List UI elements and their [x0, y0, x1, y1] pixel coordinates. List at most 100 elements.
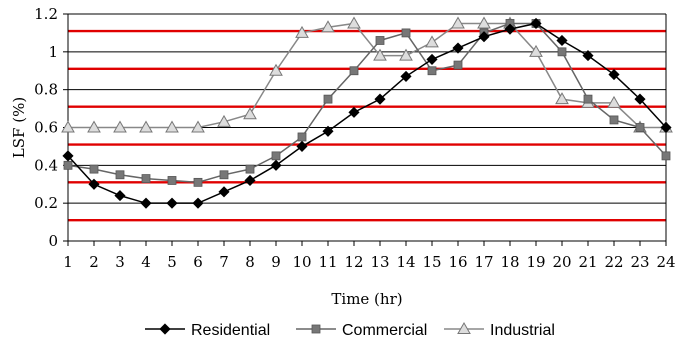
y-tick-label: 0 — [48, 232, 58, 250]
data-point-commercial — [323, 94, 333, 104]
x-tick-label: 2 — [89, 253, 99, 271]
y-tick-label: 0.2 — [34, 194, 58, 212]
x-tick-label: 5 — [167, 253, 177, 271]
data-point-commercial — [583, 94, 593, 104]
y-tick-label: 1.2 — [34, 5, 58, 23]
x-axis-title: Time (hr) — [331, 290, 402, 308]
y-tick-label: 0.6 — [34, 119, 58, 137]
legend-label: Residential — [191, 322, 270, 339]
y-tick-label: 0.4 — [34, 156, 58, 174]
data-point-industrial — [451, 16, 465, 29]
data-point-residential — [660, 121, 672, 134]
x-tick-label: 23 — [630, 253, 649, 271]
data-point-residential — [634, 93, 646, 105]
data-point-residential — [400, 70, 412, 82]
data-point-residential — [374, 93, 386, 105]
x-tick-label: 3 — [115, 253, 125, 271]
data-point-residential — [140, 197, 152, 209]
data-point-commercial — [609, 115, 619, 125]
x-tick-label: 20 — [552, 253, 571, 271]
x-tick-label: 10 — [292, 253, 311, 271]
legend-marker — [311, 324, 321, 334]
data-point-residential — [88, 178, 100, 190]
data-point-commercial — [245, 164, 255, 174]
data-point-residential — [608, 68, 620, 81]
data-point-industrial — [477, 16, 491, 29]
x-tick-label: 1 — [63, 253, 73, 271]
data-point-residential — [348, 106, 360, 118]
data-point-industrial — [61, 120, 75, 133]
data-point-commercial — [63, 160, 73, 170]
data-point-commercial — [635, 123, 645, 132]
data-point-industrial — [607, 95, 621, 108]
x-tick-label: 15 — [422, 253, 441, 271]
x-tick-label: 12 — [344, 253, 363, 271]
data-point-commercial — [375, 36, 385, 45]
data-point-residential — [556, 34, 568, 47]
series-residential — [62, 17, 672, 209]
legend: Residential Commercial Industrial — [145, 321, 555, 339]
data-point-industrial — [321, 20, 335, 33]
data-point-residential — [244, 174, 256, 187]
x-tick-label: 21 — [578, 253, 597, 271]
data-point-commercial — [297, 132, 307, 142]
data-point-industrial — [87, 120, 101, 133]
data-point-industrial — [139, 120, 153, 133]
data-point-commercial — [115, 170, 125, 180]
data-point-commercial — [167, 176, 177, 185]
data-point-industrial — [295, 25, 309, 38]
data-point-industrial — [373, 48, 387, 61]
x-tick-label: 8 — [245, 253, 255, 271]
data-point-commercial — [401, 28, 411, 38]
data-point-commercial — [89, 164, 99, 174]
data-point-industrial — [269, 63, 283, 76]
legend-marker — [457, 321, 471, 334]
series-line-commercial — [67, 22, 667, 184]
legend-item-industrial: Industrial — [444, 321, 555, 339]
x-tick-label: 7 — [219, 253, 229, 271]
data-point-industrial — [529, 44, 543, 57]
data-point-commercial — [349, 66, 359, 76]
data-point-commercial — [453, 60, 463, 70]
y-axis-title: LSF (%) — [10, 97, 28, 158]
legend-label: Commercial — [342, 322, 427, 339]
data-point-commercial — [427, 66, 437, 76]
x-tick-label: 17 — [474, 253, 493, 271]
series-line-residential — [67, 22, 667, 204]
tick-labels: 00.20.40.60.811.21 2 3 4 5 6 7 8 9 10 11 12 13 14 15 16… — [34, 5, 675, 271]
x-tick-label: 11 — [318, 253, 337, 271]
legend-item-residential: Residential — [145, 322, 270, 339]
data-point-residential — [582, 50, 594, 62]
series-industrial — [61, 16, 673, 133]
data-point-industrial — [217, 114, 231, 127]
data-point-residential — [426, 53, 438, 65]
data-point-residential — [114, 190, 126, 202]
red-reference-lines — [68, 29, 666, 222]
y-tick-label: 0.8 — [34, 81, 58, 99]
data-point-residential — [504, 23, 516, 35]
legend-item-commercial: Commercial — [296, 322, 427, 339]
data-point-residential — [218, 186, 230, 198]
series-line-industrial — [68, 22, 666, 129]
legend-marker — [159, 323, 171, 335]
legend-label: Industrial — [490, 322, 555, 339]
data-point-commercial — [271, 151, 281, 161]
data-point-commercial — [219, 170, 229, 180]
x-tick-label: 14 — [396, 253, 415, 271]
data-point-industrial — [113, 120, 127, 133]
data-point-industrial — [555, 92, 569, 105]
data-point-commercial — [193, 177, 203, 187]
data-point-industrial — [425, 35, 439, 48]
data-point-industrial — [165, 120, 179, 133]
data-point-industrial — [243, 107, 257, 120]
x-tick-label: 16 — [448, 253, 467, 271]
data-point-commercial — [141, 174, 151, 183]
data-point-industrial — [347, 16, 361, 29]
x-tick-label: 13 — [370, 253, 389, 271]
data-point-commercial — [557, 47, 567, 57]
x-tick-label: 6 — [193, 253, 203, 271]
data-point-industrial — [191, 120, 205, 133]
series-group — [61, 16, 673, 209]
